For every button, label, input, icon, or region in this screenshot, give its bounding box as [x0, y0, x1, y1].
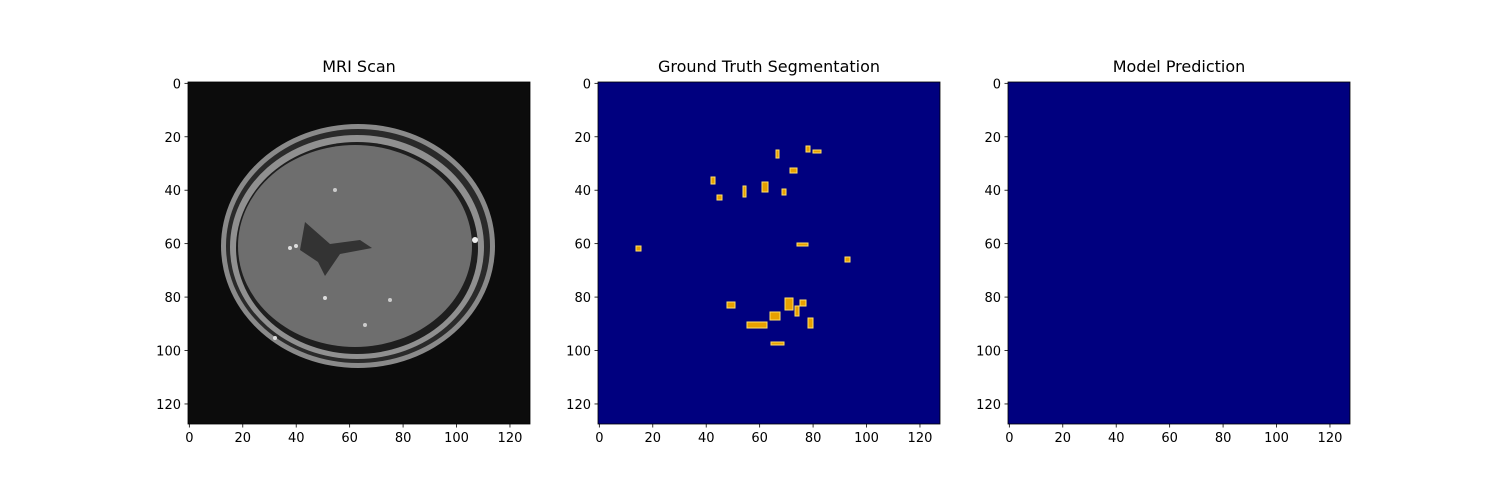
x-tick-label: 60: [751, 431, 768, 446]
x-tick-label: 40: [698, 431, 715, 446]
y-tick-label: 20: [984, 131, 1001, 146]
axes-frame: [1007, 81, 1351, 425]
y-tick-label: 100: [566, 345, 591, 360]
x-tick-label: 20: [1055, 431, 1072, 446]
y-tick-label: 60: [574, 238, 591, 253]
y-tick-label: 0: [173, 77, 181, 92]
x-tick-label: 120: [1318, 431, 1343, 446]
y-tick-label: 40: [574, 184, 591, 199]
y-tick-label: 20: [574, 131, 591, 146]
y-tick-label: 60: [984, 238, 1001, 253]
x-tick-label: 0: [595, 431, 603, 446]
segmentation-image: [598, 82, 940, 424]
y-tick-label: 100: [976, 345, 1001, 360]
prediction-image: [1008, 82, 1350, 424]
x-tick-label: 100: [1264, 431, 1289, 446]
x-tick-label: 80: [1215, 431, 1232, 446]
y-tick-label: 20: [164, 131, 181, 146]
y-tick-label: 80: [164, 291, 181, 306]
y-tick-label: 100: [156, 345, 181, 360]
x-tick-label: 80: [805, 431, 822, 446]
y-tick-label: 80: [574, 291, 591, 306]
y-tick-label: 40: [164, 184, 181, 199]
y-tick-label: 0: [583, 77, 591, 92]
chart-title: MRI Scan: [322, 57, 396, 76]
x-tick-label: 40: [1108, 431, 1125, 446]
y-tick-label: 60: [164, 238, 181, 253]
y-tick-label: 120: [156, 398, 181, 413]
x-tick-label: 60: [1161, 431, 1178, 446]
y-tick-label: 80: [984, 291, 1001, 306]
axes-frame: [187, 81, 531, 425]
chart-title: Model Prediction: [1113, 57, 1246, 76]
x-tick-label: 40: [288, 431, 305, 446]
chart-title: Ground Truth Segmentation: [658, 57, 880, 76]
x-tick-label: 20: [645, 431, 662, 446]
y-tick-label: 40: [984, 184, 1001, 199]
x-tick-label: 120: [498, 431, 523, 446]
x-tick-label: 0: [1005, 431, 1013, 446]
y-tick-label: 120: [566, 398, 591, 413]
mri-image: [188, 82, 530, 424]
x-tick-label: 120: [908, 431, 933, 446]
x-tick-label: 100: [854, 431, 879, 446]
y-tick-label: 120: [976, 398, 1001, 413]
x-tick-label: 100: [444, 431, 469, 446]
x-tick-label: 0: [185, 431, 193, 446]
x-tick-label: 60: [341, 431, 358, 446]
axes-frame: [597, 81, 941, 425]
x-tick-label: 80: [395, 431, 412, 446]
x-tick-label: 20: [235, 431, 252, 446]
y-tick-label: 0: [993, 77, 1001, 92]
